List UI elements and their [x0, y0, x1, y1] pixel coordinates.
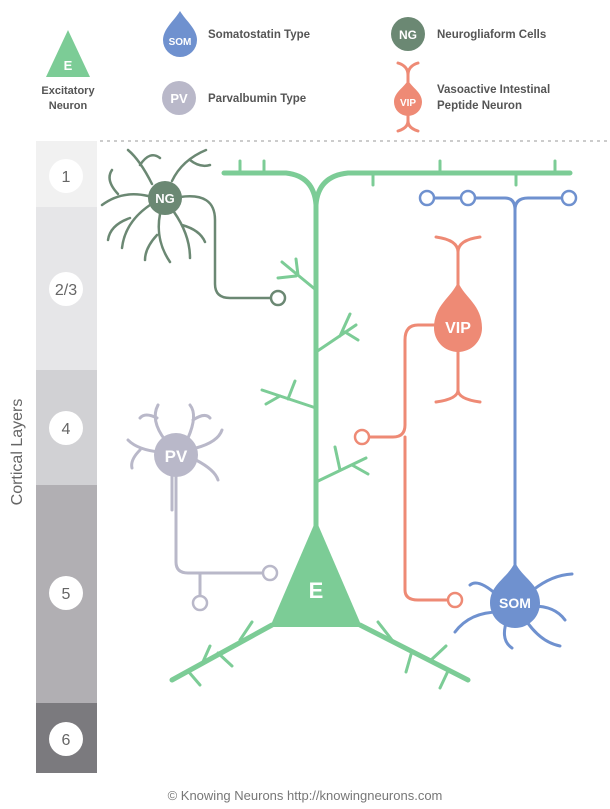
parvalbumin-neuron: [126, 403, 266, 598]
vip-axon-upper: [366, 323, 442, 439]
legend-somatostatin-label: Somatostatin Type: [208, 29, 310, 41]
somatostatin-synapse-left: [418, 189, 436, 207]
legend-parvalbumin-glyph: PV: [170, 91, 188, 106]
legend-excitatory: E Excitatory Neuron: [41, 30, 95, 112]
legend: E Excitatory Neuron SOM Somatostatin Typ…: [41, 11, 550, 133]
layer-4-label: 4: [62, 421, 71, 438]
layer-2-3-badge: [49, 272, 83, 306]
legend-somatostatin: SOM Somatostatin Type: [163, 11, 310, 57]
neurogliaform-circle-icon: [391, 17, 425, 51]
layer-4-badge: [49, 411, 83, 445]
parvalbumin-soma-label: PV: [165, 447, 188, 466]
cortical-layers-bar: 1 2/3 4 5 6: [36, 141, 97, 773]
legend-neurogliaform-glyph: NG: [399, 28, 417, 42]
neurogliaform-soma: [148, 181, 182, 215]
layer-2-3-label: 2/3: [55, 282, 77, 299]
layer-6-label: 6: [62, 732, 71, 749]
somatostatin-axon: [432, 196, 517, 570]
somatostatin-drop-icon: [163, 11, 197, 57]
legend-excitatory-label-2: Neuron: [49, 100, 88, 112]
neurogliaform-neuron: [100, 148, 272, 300]
legend-vip-label-2: Peptide Neuron: [437, 100, 522, 112]
vip-axon-lower: [403, 435, 450, 602]
neurogliaform-soma-label: NG: [155, 191, 175, 206]
neurogliaform-axon: [178, 195, 272, 300]
layer-5-badge: [49, 576, 83, 610]
parvalbumin-axon: [174, 472, 266, 598]
legend-vip-label-1: Vasoactive Intestinal: [437, 84, 550, 96]
excitatory-neuron: [169, 159, 573, 690]
somatostatin-synapse-right: [560, 189, 578, 207]
layer-6-badge: [49, 722, 83, 756]
axis-title: Cortical Layers: [9, 399, 26, 506]
somatostatin-soma-label: SOM: [499, 595, 531, 611]
vip-synapse-dendrite: [353, 428, 371, 446]
vip-neuron: [366, 235, 482, 602]
excitatory-triangle-icon: [46, 30, 90, 77]
neurogliaform-synapse: [269, 289, 287, 307]
excitatory-soma-label: E: [309, 578, 324, 603]
excitatory-soma: [270, 520, 362, 627]
somatostatin-soma: [490, 562, 540, 628]
basal-dendrite-right: [357, 622, 471, 683]
vip-synapse-som: [446, 591, 464, 609]
somatostatin-synapse-middle: [459, 189, 477, 207]
legend-parvalbumin-label: Parvalbumin Type: [208, 93, 306, 105]
legend-vip: VIP Vasoactive Intestinal Peptide Neuron: [394, 61, 550, 133]
parvalbumin-synapse-soma: [261, 564, 279, 582]
legend-vip-glyph: VIP: [400, 98, 416, 109]
parvalbumin-synapse-lower: [191, 594, 209, 612]
legend-excitatory-label-1: Excitatory: [41, 85, 95, 97]
apical-tuft-right: [313, 170, 573, 208]
legend-somatostatin-glyph: SOM: [169, 37, 192, 48]
vip-drop-icon: [394, 80, 422, 116]
legend-neurogliaform-label: Neurogliaform Cells: [437, 29, 546, 41]
parvalbumin-circle-icon: [162, 81, 196, 115]
legend-neurogliaform: NG Neurogliaform Cells: [391, 17, 546, 51]
vip-soma: [434, 282, 482, 352]
parvalbumin-soma: [154, 433, 198, 477]
layer-5-label: 5: [62, 586, 71, 603]
legend-excitatory-glyph: E: [64, 58, 73, 73]
vip-soma-label: VIP: [445, 320, 471, 337]
legend-parvalbumin: PV Parvalbumin Type: [162, 81, 306, 115]
layer-1-label: 1: [62, 169, 71, 186]
layer-1-badge: [49, 159, 83, 193]
footer-credit: © Knowing Neurons http://knowingneurons.…: [168, 788, 443, 803]
apical-tuft: [221, 170, 319, 208]
